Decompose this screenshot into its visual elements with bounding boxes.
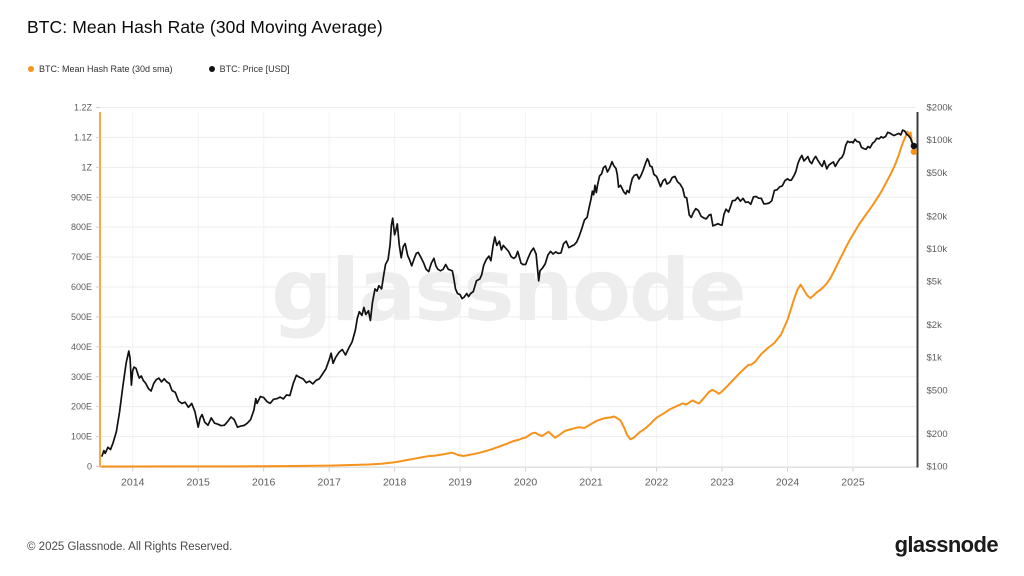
glassnode-logo: glassnode bbox=[894, 532, 999, 557]
left-axis-label: 1Z bbox=[81, 162, 92, 172]
left-axis-label: 800E bbox=[71, 222, 92, 232]
x-axis-label: 2014 bbox=[121, 477, 145, 489]
right-axis-label: $200k bbox=[927, 103, 953, 114]
left-axis-label: 700E bbox=[71, 252, 92, 262]
x-axis-label: 2021 bbox=[579, 477, 603, 489]
hash-rate-dot-icon bbox=[28, 66, 34, 72]
page-title: BTC: Mean Hash Rate (30d Moving Average) bbox=[27, 17, 383, 37]
x-axis-label: 2018 bbox=[383, 477, 407, 489]
right-axis-label: $1k bbox=[927, 353, 943, 364]
x-axis-label: 2016 bbox=[252, 477, 276, 489]
right-axis-label: $200 bbox=[927, 429, 948, 440]
legend-item-hash-rate[interactable]: BTC: Mean Hash Rate (30d sma) bbox=[28, 64, 173, 74]
legend-label: BTC: Mean Hash Rate (30d sma) bbox=[39, 64, 173, 74]
x-axis-label: 2023 bbox=[710, 477, 734, 489]
price-series-line bbox=[101, 129, 915, 457]
left-axis-label: 400E bbox=[71, 342, 92, 352]
left-axis-label: 100E bbox=[71, 432, 92, 442]
right-axis-label: $10k bbox=[927, 244, 948, 255]
hash-rate-end-dot bbox=[910, 148, 918, 155]
right-axis-label: $500 bbox=[927, 385, 948, 396]
right-axis-label: $100k bbox=[927, 135, 953, 146]
left-axis-label: 500E bbox=[71, 312, 92, 322]
x-axis-label: 2019 bbox=[448, 477, 472, 489]
chart-legend: BTC: Mean Hash Rate (30d sma) BTC: Price… bbox=[28, 64, 290, 74]
right-axis-label: $20k bbox=[927, 211, 948, 222]
right-axis-label: $50k bbox=[927, 168, 948, 179]
right-axis-label: $100 bbox=[927, 462, 948, 473]
left-axis-label: 1.1Z bbox=[74, 132, 93, 142]
copyright-text: © 2025 Glassnode. All Rights Reserved. bbox=[27, 541, 233, 553]
legend-label: BTC: Price [USD] bbox=[219, 64, 290, 74]
x-axis-label: 2020 bbox=[514, 477, 538, 489]
x-axis-label: 2024 bbox=[776, 477, 800, 489]
price-end-dot bbox=[910, 142, 918, 150]
left-axis-label: 900E bbox=[71, 192, 92, 202]
x-axis-label: 2017 bbox=[317, 477, 341, 489]
right-axis-label: $2k bbox=[927, 320, 943, 331]
left-axis-label: 1.2Z bbox=[74, 103, 93, 113]
x-axis-label: 2025 bbox=[841, 477, 865, 489]
legend-item-price[interactable]: BTC: Price [USD] bbox=[208, 64, 290, 74]
x-axis-label: 2022 bbox=[645, 477, 669, 489]
right-axis-label: $5k bbox=[927, 277, 943, 288]
left-axis-label: 200E bbox=[71, 402, 92, 412]
watermark: glassnode bbox=[271, 241, 745, 341]
hash-rate-series-line bbox=[101, 130, 915, 468]
left-axis-label: 0 bbox=[87, 462, 92, 472]
left-axis-label: 600E bbox=[71, 282, 92, 292]
x-axis-label: 2015 bbox=[187, 477, 211, 489]
price-dot-icon bbox=[208, 66, 215, 72]
left-axis-label: 300E bbox=[71, 372, 92, 382]
